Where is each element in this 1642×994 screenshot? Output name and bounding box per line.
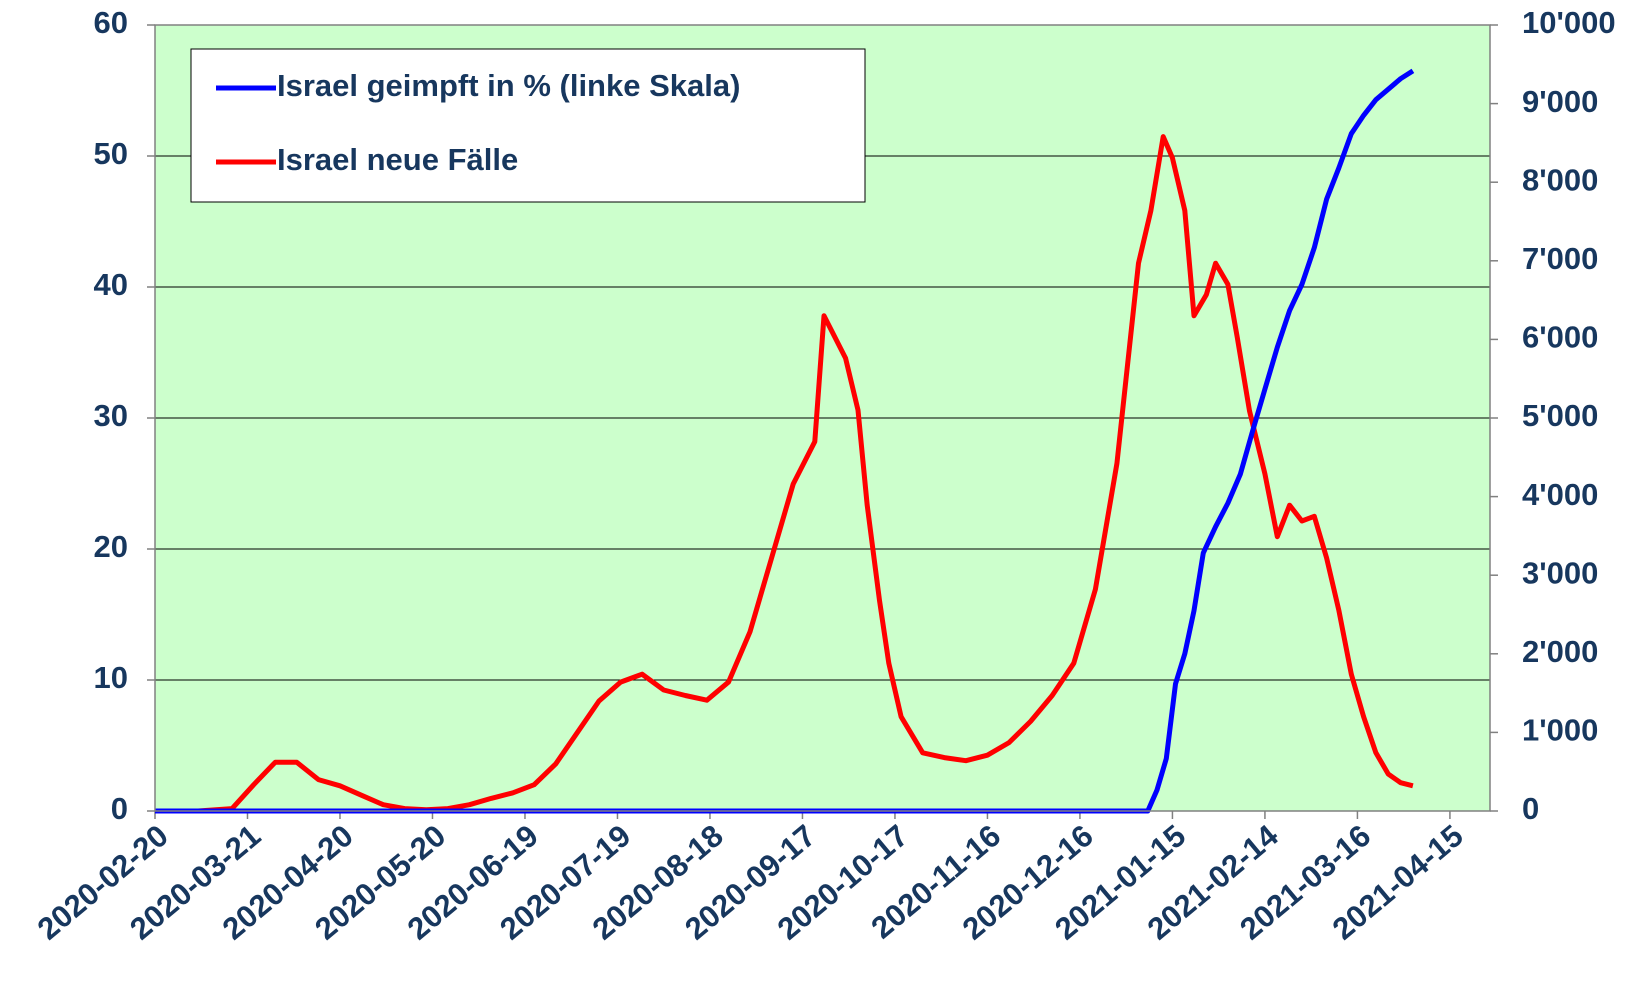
y-tick-label: 60 [94, 5, 128, 40]
y2-tick-label: 9'000 [1522, 84, 1598, 119]
y2-tick-label: 8'000 [1522, 162, 1598, 197]
y2-tick-label: 0 [1522, 791, 1539, 826]
lines [155, 68, 1415, 814]
y-tick-label: 10 [94, 660, 128, 695]
y2-tick-label: 10'000 [1522, 5, 1616, 40]
y2-tick-label: 2'000 [1522, 634, 1598, 669]
legend [190, 48, 866, 203]
y-tick-label: 30 [94, 398, 128, 433]
y2-tick-label: 3'000 [1522, 555, 1598, 590]
y-tick-label: 40 [94, 267, 128, 302]
y-tick-label: 50 [94, 136, 128, 171]
legend-label: Israel geimpft in % (linke Skala) [277, 68, 740, 103]
y2-tick-label: 4'000 [1522, 477, 1598, 512]
y2-tick-label: 1'000 [1522, 713, 1598, 748]
plot-border [154, 24, 1491, 812]
y2-tick-label: 5'000 [1522, 398, 1598, 433]
y2-tick-label: 6'000 [1522, 320, 1598, 355]
legend-label: Israel neue Fälle [277, 142, 518, 177]
y-tick-label: 20 [94, 529, 128, 564]
y-tick-label: 0 [111, 791, 128, 826]
series-line [155, 68, 1415, 814]
y2-tick-label: 7'000 [1522, 241, 1598, 276]
